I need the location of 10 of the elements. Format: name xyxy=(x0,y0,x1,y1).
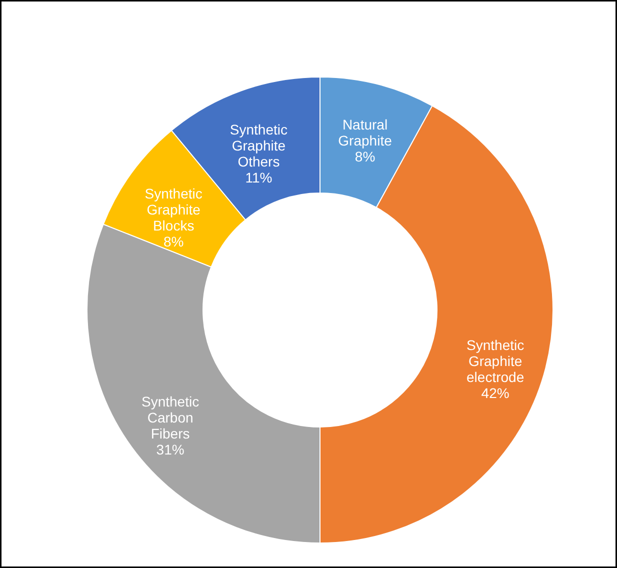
slice-label: Synthetic Graphite electrode xyxy=(466,337,524,386)
data-label: 8% xyxy=(354,148,376,165)
slice-label: Synthetic Graphite Blocks xyxy=(144,186,202,234)
slice-label: Synthetic Carbon Fibers xyxy=(142,394,200,442)
data-label: 42% xyxy=(481,385,510,402)
data-label: 8% xyxy=(163,234,184,250)
slice-label: Natural Graphite xyxy=(338,116,392,149)
data-label: 31% xyxy=(156,442,184,458)
slice-label: Synthetic Graphite Others xyxy=(230,122,288,170)
data-label: 11% xyxy=(245,170,272,186)
